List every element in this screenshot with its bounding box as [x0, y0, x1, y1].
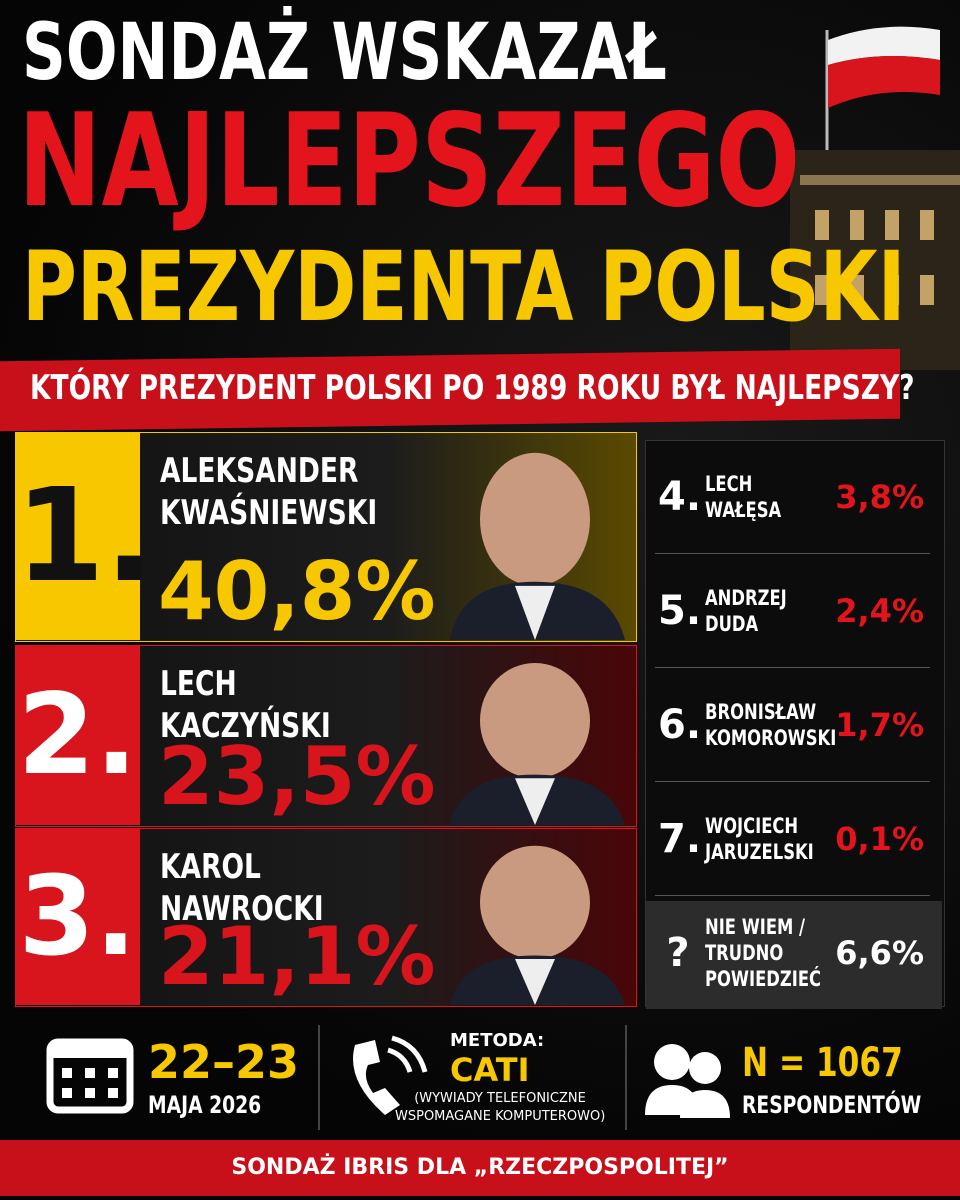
date: 22–23 — [148, 1035, 300, 1089]
portrait — [450, 452, 625, 640]
rank-box — [15, 828, 140, 1005]
rank-box — [15, 645, 140, 825]
date-sub: MAJA 2026 — [148, 1091, 262, 1119]
rank: ? — [666, 930, 690, 976]
title-line-2: NAJLEPSZEGO — [18, 87, 801, 236]
divider — [655, 781, 930, 782]
title-line-3: PREZYDENTA POLSKI — [22, 231, 906, 343]
percent: 2,4% — [835, 592, 924, 630]
icons — [46, 1035, 730, 1118]
divider — [655, 895, 930, 896]
rank: 7. — [658, 816, 702, 862]
name-line: NAWROCKI — [160, 889, 324, 929]
divider — [655, 667, 930, 668]
name-line: WOJCIECH — [705, 814, 799, 838]
rank: 2. — [17, 670, 138, 800]
rank: 6. — [658, 702, 702, 748]
title-line-1: SONDAŻ WSKAZAŁ — [22, 8, 667, 98]
name-line: POWIEDZIEĆ — [705, 967, 822, 991]
name-line: LECH — [160, 664, 237, 704]
name-line: LECH — [705, 472, 753, 496]
name-line: NIE WIEM / — [705, 915, 806, 939]
question: KTÓRY PREZYDENT POLSKI PO 1989 ROKU BYŁ … — [30, 368, 915, 408]
name-line: KAROL — [160, 847, 261, 887]
portrait — [450, 845, 625, 1005]
name-line: JARUZELSKI — [705, 840, 814, 864]
method-label: METODA: — [450, 1030, 545, 1051]
percent: 40,8% — [158, 545, 436, 638]
percent: 23,5% — [158, 730, 436, 823]
rank: 5. — [658, 588, 702, 634]
percent: 3,8% — [835, 478, 924, 516]
name-line: DUDA — [705, 612, 759, 636]
method-note: (WYWIADY TELEFONICZNE — [414, 1091, 586, 1106]
sample-sub: RESPONDENTÓW — [742, 1091, 922, 1119]
name-line: ANDRZEJ — [705, 586, 787, 610]
method: CATI — [450, 1051, 530, 1089]
name-line: KACZYŃSKI — [160, 706, 331, 746]
name-line: WAŁĘSA — [705, 498, 782, 522]
divider — [318, 1025, 320, 1130]
rank: 4. — [658, 474, 702, 520]
name-line: ALEKSANDER — [160, 451, 359, 491]
name-line: KWAŚNIEWSKI — [160, 493, 378, 533]
divider — [655, 553, 930, 554]
palace-illustration — [790, 26, 960, 370]
percent: 21,1% — [158, 910, 436, 1003]
percent: 6,6% — [835, 934, 924, 972]
sample: N = 1067 — [742, 1040, 903, 1086]
source: SONDAŻ IBRIS DLA „RZECZPOSPOLITEJ” — [231, 1155, 729, 1180]
rank: 3. — [18, 852, 137, 980]
name-line: TRUDNO — [705, 941, 784, 965]
rank: 1. — [15, 461, 154, 611]
rank-box — [15, 432, 140, 640]
percent: 1,7% — [835, 706, 924, 744]
method-note: WSPOMAGANE KOMPUTEROWO) — [395, 1109, 606, 1124]
row-bg — [646, 901, 942, 1009]
source-banner — [0, 1140, 960, 1196]
name-line: BRONISŁAW — [705, 700, 817, 724]
divider — [625, 1025, 627, 1130]
portrait — [450, 663, 625, 825]
percent: 0,1% — [835, 820, 924, 858]
name-line: KOMOROWSKI — [705, 726, 837, 750]
